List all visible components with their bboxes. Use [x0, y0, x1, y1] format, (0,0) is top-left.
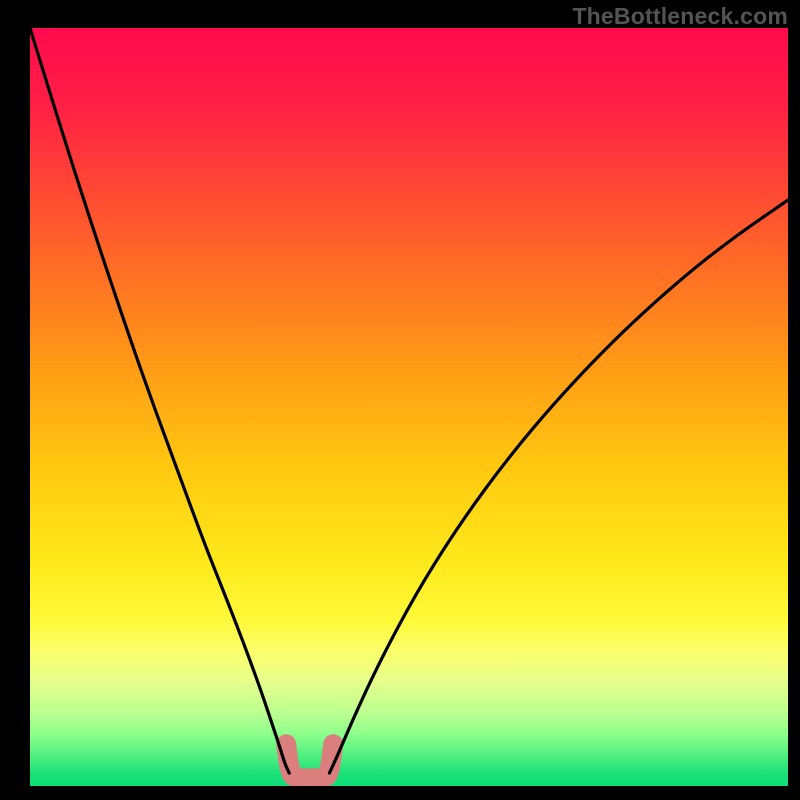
- right-curve: [329, 200, 788, 773]
- chart-container: TheBottleneck.com: [0, 0, 800, 800]
- chart-curves: [30, 28, 788, 786]
- marker-band: [286, 744, 333, 778]
- plot-area: [30, 28, 788, 786]
- watermark-text: TheBottleneck.com: [572, 3, 788, 30]
- left-curve: [30, 28, 289, 773]
